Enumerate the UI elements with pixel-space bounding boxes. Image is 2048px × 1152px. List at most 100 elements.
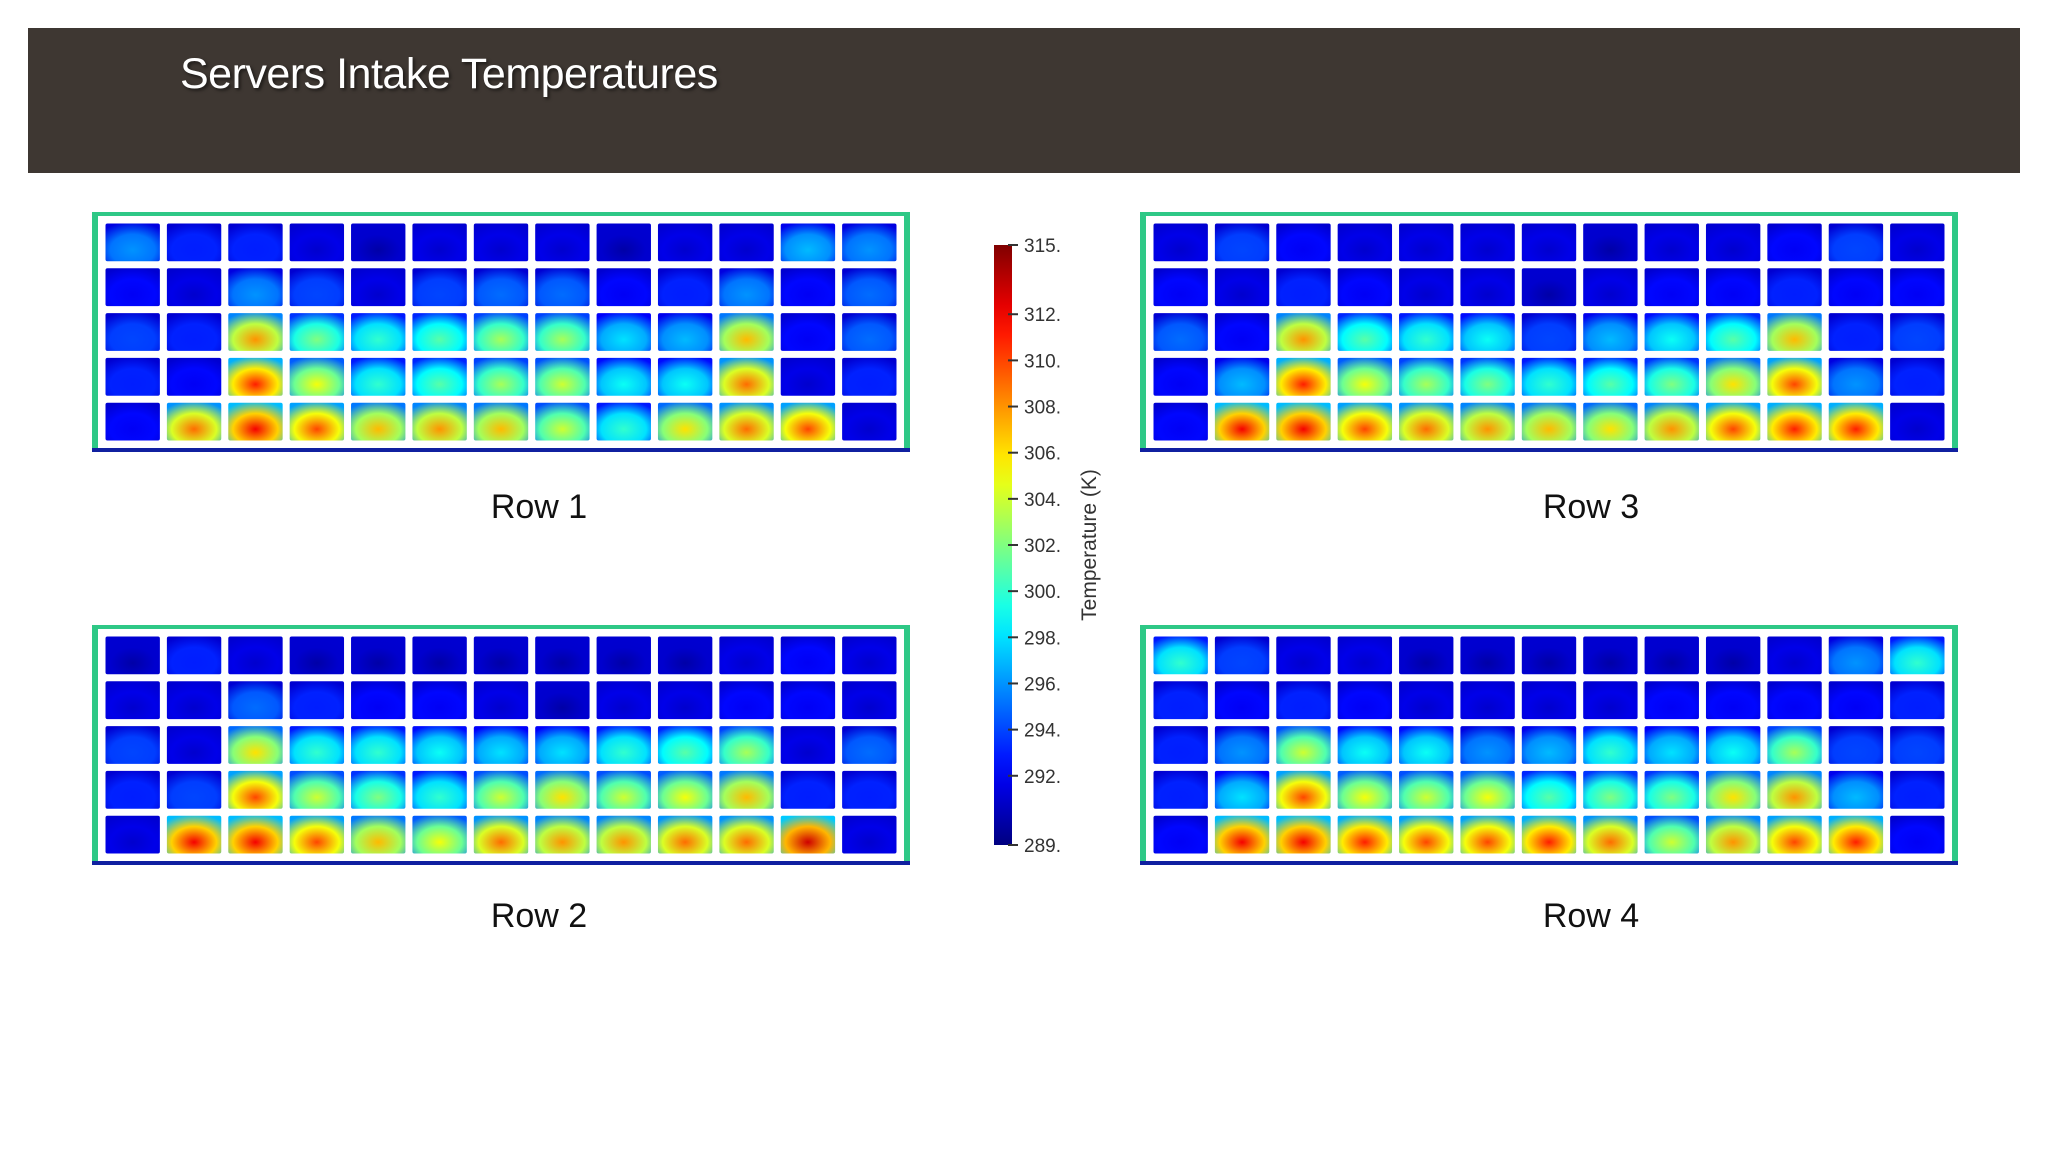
server-cell-r1-c7 [1521, 223, 1577, 262]
server-cell-r4-c7 [1521, 357, 1577, 396]
server-cell-r3-c2 [166, 313, 222, 351]
server-cell-r2-c2 [166, 681, 222, 720]
server-cell-r1-c2 [1214, 223, 1270, 262]
server-cell-r3-c6 [412, 726, 467, 764]
panel-frame-base [1140, 448, 1958, 452]
server-cell-r5-c6 [412, 815, 467, 854]
colorbar-tick-label: 306. [1024, 444, 1061, 465]
server-cell-r2-c4 [289, 681, 345, 720]
server-cell-r2-c11 [719, 268, 774, 307]
server-cell-r4-c8 [535, 770, 590, 809]
server-cell-r4-c11 [1767, 357, 1822, 396]
server-cell-r4-c7 [1521, 770, 1577, 809]
server-cell-r5-c7 [1521, 402, 1577, 441]
server-cell-r4-c6 [1460, 357, 1515, 396]
server-cell-r4-c7 [473, 357, 529, 396]
server-cell-r1-c12 [1828, 636, 1884, 675]
colorbar-title: Temperature (K) [1078, 469, 1101, 621]
server-cell-r4-c4 [289, 357, 345, 396]
server-cell-r4-c5 [351, 770, 406, 809]
server-cell-r2-c11 [1767, 681, 1822, 720]
server-cell-r3-c2 [1214, 726, 1270, 764]
server-cell-r4-c11 [1767, 770, 1822, 809]
server-cell-r1-c13 [842, 223, 897, 262]
server-cell-r4-c2 [166, 770, 222, 809]
server-cell-r4-c4 [1337, 357, 1393, 396]
server-cell-r5-c13 [842, 402, 897, 441]
server-cell-r5-c6 [1460, 402, 1515, 441]
server-cell-r3-c13 [842, 313, 897, 351]
server-cell-r4-c3 [1276, 770, 1331, 809]
server-cell-r5-c8 [1583, 815, 1638, 854]
server-cell-r3-c1 [1153, 726, 1208, 764]
server-cell-r1-c9 [596, 223, 651, 262]
server-cell-r4-c9 [596, 770, 651, 809]
server-cell-r1-c8 [1583, 223, 1638, 262]
server-cell-r2-c5 [1399, 268, 1454, 307]
server-cell-r4-c1 [105, 770, 160, 809]
server-cell-r5-c11 [1767, 815, 1822, 854]
server-cell-r4-c10 [657, 357, 713, 396]
server-cell-r3-c5 [1399, 726, 1454, 764]
server-cell-r4-c10 [1705, 357, 1761, 396]
server-cell-r5-c1 [105, 402, 160, 441]
server-cell-r2-c8 [1583, 681, 1638, 720]
server-cell-r5-c5 [351, 402, 406, 441]
server-cell-r4-c12 [780, 770, 836, 809]
server-cell-r4-c13 [1890, 357, 1945, 396]
panel-frame-top [1140, 212, 1958, 216]
server-cell-r5-c3 [1276, 402, 1331, 441]
server-cell-r1-c11 [1767, 223, 1822, 262]
server-cell-r5-c11 [719, 402, 774, 441]
server-cell-r3-c4 [1337, 726, 1393, 764]
server-cell-r5-c1 [105, 815, 160, 854]
server-cell-r4-c1 [1153, 770, 1208, 809]
server-cell-r4-c3 [1276, 357, 1331, 396]
server-cell-r3-c13 [842, 726, 897, 764]
server-cell-r5-c11 [1767, 402, 1822, 441]
server-cell-r2-c12 [1828, 268, 1884, 307]
server-cell-r2-c2 [1214, 268, 1270, 307]
server-cell-r3-c4 [289, 726, 345, 764]
server-cell-r2-c10 [657, 681, 713, 720]
server-cell-r5-c9 [596, 402, 651, 441]
server-cell-r2-c8 [535, 681, 590, 720]
server-cell-r3-c7 [473, 726, 529, 764]
server-cell-r1-c12 [780, 223, 836, 262]
server-cell-r5-c9 [1644, 402, 1699, 441]
server-cell-r3-c5 [351, 726, 406, 764]
server-cell-r1-c10 [657, 223, 713, 262]
server-cell-r5-c5 [1399, 402, 1454, 441]
server-cell-r1-c4 [289, 223, 345, 262]
server-cell-r3-c5 [1399, 313, 1454, 351]
server-cell-r3-c10 [1705, 313, 1761, 351]
server-cell-r4-c12 [1828, 357, 1884, 396]
server-cell-r3-c9 [596, 313, 651, 351]
server-cell-r5-c10 [1705, 815, 1761, 854]
server-cell-r3-c10 [657, 313, 713, 351]
server-cell-r3-c13 [1890, 726, 1945, 764]
server-cell-r2-c11 [1767, 268, 1822, 307]
server-cell-r3-c12 [780, 726, 836, 764]
server-cell-r3-c11 [1767, 726, 1822, 764]
server-cell-r5-c13 [1890, 815, 1945, 854]
server-cell-r3-c11 [1767, 313, 1822, 351]
server-cell-r5-c9 [596, 815, 651, 854]
server-cell-r4-c2 [166, 357, 222, 396]
server-cell-r1-c10 [1705, 636, 1761, 675]
server-cell-r1-c1 [105, 636, 160, 675]
server-cell-r5-c12 [1828, 402, 1884, 441]
server-cell-r3-c2 [1214, 313, 1270, 351]
panel-frame-base [92, 448, 910, 452]
server-cell-r3-c9 [1644, 313, 1699, 351]
server-cell-r1-c2 [1214, 636, 1270, 675]
server-cell-r1-c3 [1276, 223, 1331, 262]
server-cell-r3-c9 [596, 726, 651, 764]
server-cell-r5-c12 [780, 402, 836, 441]
server-cell-r5-c1 [1153, 815, 1208, 854]
server-cell-r2-c1 [1153, 681, 1208, 720]
server-cell-r4-c6 [412, 357, 467, 396]
heatmap-panel-row-4 [1140, 625, 1958, 875]
server-cell-r1-c3 [1276, 636, 1331, 675]
server-cell-r3-c12 [780, 313, 836, 351]
